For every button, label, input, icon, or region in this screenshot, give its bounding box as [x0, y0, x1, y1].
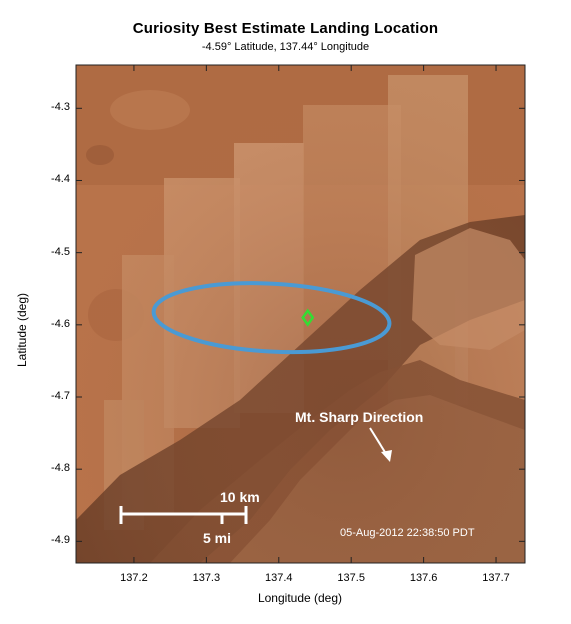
y-tick-label: -4.3	[51, 101, 70, 114]
landing-point-marker	[301, 308, 315, 327]
scale-bar	[119, 506, 248, 524]
scale-label-km: 10 km	[220, 489, 260, 505]
x-tick-label: 137.2	[120, 572, 148, 584]
chart-subtitle: -4.59° Latitude, 137.44° Longitude	[201, 41, 370, 53]
y-tick-label: -4.8	[51, 462, 70, 475]
chart-title: Curiosity Best Estimate Landing Location	[132, 20, 439, 37]
mt-sharp-direction-label: Mt. Sharp Direction	[295, 409, 424, 425]
y-tick-label: -4.6	[51, 317, 70, 330]
plot-frame	[75, 64, 526, 564]
x-tick-label: 137.4	[265, 572, 293, 584]
mt-sharp-arrow	[369, 427, 392, 462]
y-tick-label: -4.7	[51, 390, 70, 402]
y-tick-label: -4.5	[51, 245, 70, 258]
x-tick-label: 137.7	[482, 572, 510, 584]
y-axis-label: Latitude (deg)	[15, 292, 29, 368]
y-tick-label: -4.4	[51, 173, 70, 186]
axis-ticks	[76, 65, 525, 563]
terrain-image	[76, 65, 525, 563]
landing-ellipse	[151, 281, 392, 355]
x-tick-label: 137.5	[337, 572, 365, 584]
x-tick-label: 137.3	[192, 572, 221, 584]
y-tick-label: -4.9	[51, 534, 70, 547]
x-tick-label: 137.6	[409, 572, 438, 584]
x-axis-label: Longitude (deg)	[257, 591, 343, 605]
timestamp-label: 05-Aug-2012 22:38:50 PDT	[340, 527, 475, 539]
scale-label-mi: 5 mi	[203, 530, 232, 546]
